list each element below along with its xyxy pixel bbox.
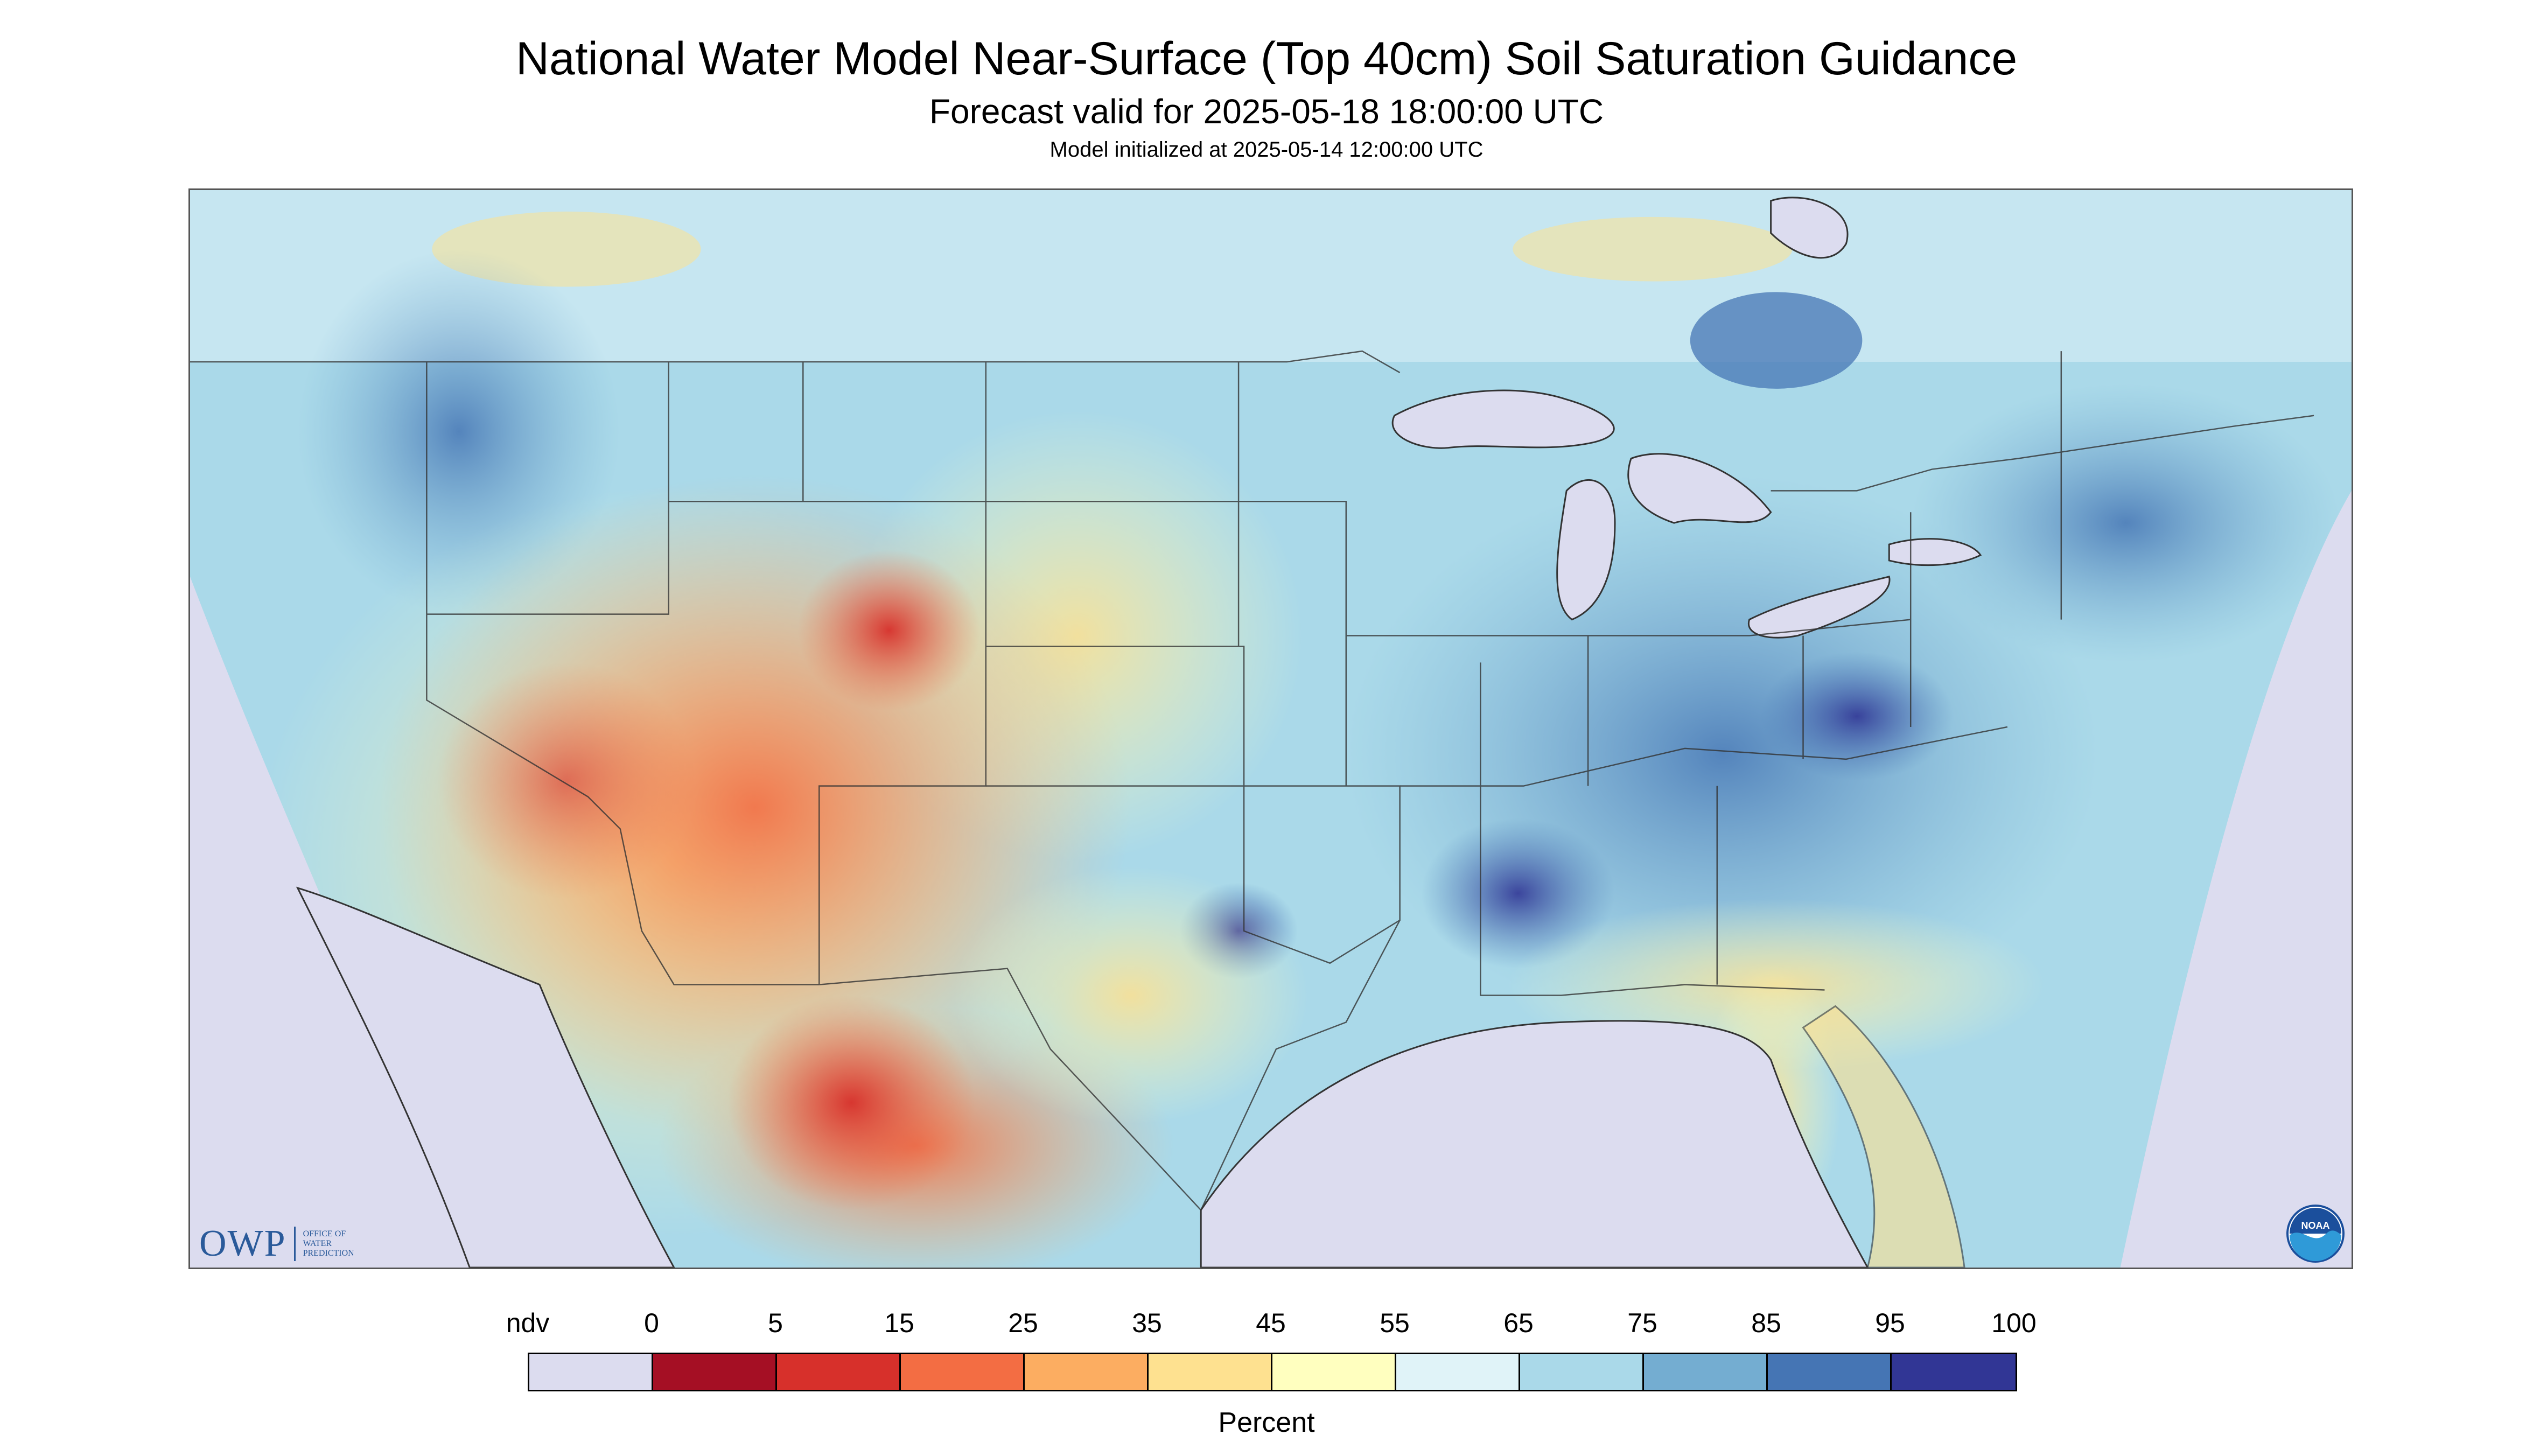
owp-logo-divider <box>293 1227 296 1261</box>
model-initialized-line: Model initialized at 2025-05-14 12:00:00… <box>1049 138 1484 162</box>
legend-tick: 100 <box>1991 1308 2037 1338</box>
map-canvas <box>190 190 2352 1268</box>
owp-logo-text: Office of Water Prediction <box>303 1229 354 1258</box>
legend-tick: 15 <box>884 1308 914 1338</box>
legend-tick: 75 <box>1627 1308 1657 1338</box>
legend-tick: 25 <box>1008 1308 1038 1338</box>
legend-swatch <box>777 1354 901 1390</box>
legend-swatch <box>529 1354 653 1390</box>
legend-tick: 35 <box>1132 1308 1162 1338</box>
legend-swatch <box>1272 1354 1396 1390</box>
owp-logo-line1: Office of <box>303 1229 346 1238</box>
owp-logo-letters: OWP <box>199 1223 286 1264</box>
noaa-logo-icon: NOAA <box>2286 1205 2345 1263</box>
legend-tick: 5 <box>768 1308 783 1338</box>
forecast-valid-subtitle: Forecast valid for 2025-05-18 18:00:00 U… <box>929 92 1604 131</box>
legend-tick: 55 <box>1380 1308 1410 1338</box>
legend-units-label: Percent <box>1218 1407 1315 1438</box>
legend-swatch <box>1892 1354 2016 1390</box>
legend-swatch <box>1149 1354 1272 1390</box>
map-title: National Water Model Near-Surface (Top 4… <box>515 33 2018 85</box>
owp-logo: OWP Office of Water Prediction <box>199 1222 354 1265</box>
legend-swatch <box>1644 1354 1768 1390</box>
legend-swatch <box>1396 1354 1520 1390</box>
legend-tick: 85 <box>1751 1308 1781 1338</box>
noaa-logo-text: NOAA <box>2301 1220 2330 1231</box>
legend-tick: 65 <box>1503 1308 1534 1338</box>
legend-tick: 45 <box>1256 1308 1286 1338</box>
legend-ndv-label: ndv <box>506 1308 550 1338</box>
owp-logo-line3: Prediction <box>303 1249 354 1258</box>
legend-tick: 95 <box>1875 1308 1905 1338</box>
legend-tick: 0 <box>644 1308 659 1338</box>
pacific-ocean <box>296 886 675 1268</box>
legend-swatch <box>1520 1354 1644 1390</box>
legend-tick-labels: ndv 0 5 15 25 35 45 55 65 75 85 95 100 <box>0 1307 2533 1340</box>
color-legend-bar <box>528 1353 2017 1391</box>
legend-swatch <box>1025 1354 1149 1390</box>
legend-swatch <box>1768 1354 1892 1390</box>
legend-swatch <box>901 1354 1025 1390</box>
soil-saturation-map[interactable] <box>188 188 2353 1269</box>
state-boundaries <box>190 350 2314 1212</box>
gulf-of-mexico <box>1200 1005 1965 1268</box>
great-lakes <box>1391 197 1982 639</box>
owp-logo-line2: Water <box>303 1239 332 1248</box>
legend-swatch <box>653 1354 777 1390</box>
